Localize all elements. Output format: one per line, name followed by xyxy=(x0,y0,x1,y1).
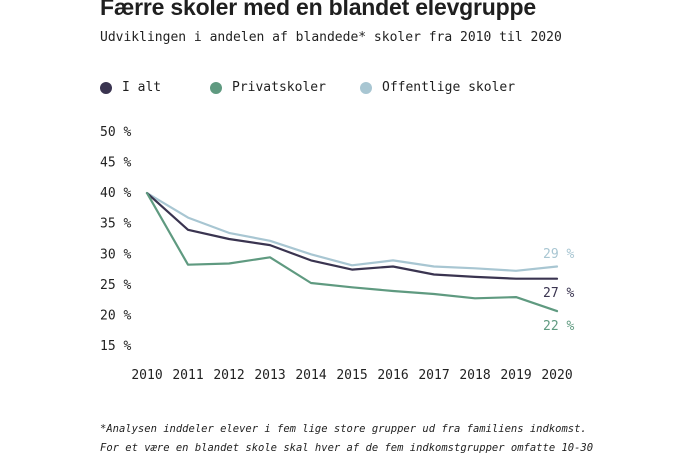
legend-swatch-offentlige-skoler xyxy=(360,81,372,94)
end-label-offentlige-skoler: 29 % xyxy=(543,247,574,262)
chart-subtitle: Udviklingen i andelen af blandede* skole… xyxy=(100,30,562,45)
footnote: *Analysen inddeler elever i fem lige sto… xyxy=(100,420,600,458)
legend-label-offentlige-skoler: Offentlige skoler xyxy=(382,80,516,95)
footnote-line-1: *Analysen inddeler elever i fem lige sto… xyxy=(100,423,587,435)
legend-item-offentlige-skoler: Offentlige skoler xyxy=(360,80,515,95)
series-lines xyxy=(145,192,559,313)
end-label-privatskoler: 22 % xyxy=(543,319,574,334)
y-axis: 50 % 45 % 40 % 35 % 30 % 25 % 20 % 15 % xyxy=(100,125,131,354)
legend-swatch-privatskoler xyxy=(210,81,222,94)
series-line-offentlige-skoler xyxy=(145,192,559,272)
footnote-line-2: For et være en blandet skole skal hver a… xyxy=(100,442,594,454)
y-tick-label: 30 % xyxy=(100,247,131,262)
legend-label-i-alt: I alt xyxy=(122,80,162,95)
x-tick-label: 2012 xyxy=(213,368,244,383)
y-tick-label: 15 % xyxy=(100,339,131,354)
series-line-i-alt xyxy=(145,192,559,280)
x-tick-label: 2015 xyxy=(336,368,367,383)
end-labels: 27 % 22 % 29 % xyxy=(543,247,574,334)
x-tick-label: 2016 xyxy=(377,368,408,383)
legend-swatch-i-alt xyxy=(100,81,112,94)
chart-title: Færre skoler med en blandet elevgruppe xyxy=(100,0,536,20)
y-tick-label: 50 % xyxy=(100,125,131,140)
y-tick-label: 45 % xyxy=(100,156,131,171)
y-tick-label: 20 % xyxy=(100,308,131,323)
legend-item-i-alt: I alt xyxy=(100,80,161,95)
end-label-i-alt: 27 % xyxy=(543,286,574,301)
x-tick-label: 2018 xyxy=(459,368,490,383)
y-tick-label: 40 % xyxy=(100,186,131,201)
legend-item-privatskoler: Privatskoler xyxy=(210,80,326,95)
x-tick-label: 2019 xyxy=(500,368,531,383)
y-tick-label: 35 % xyxy=(100,217,131,232)
x-tick-label: 2010 xyxy=(131,368,162,383)
y-tick-label: 25 % xyxy=(100,278,131,293)
x-tick-label: 2014 xyxy=(295,368,326,383)
x-axis: 2010 2011 2012 2013 2014 2015 2016 2017 2018 2019… xyxy=(131,368,572,383)
x-tick-label: 2017 xyxy=(418,368,449,383)
legend-label-privatskoler: Privatskoler xyxy=(232,80,326,95)
x-tick-label: 2020 xyxy=(541,368,572,383)
x-tick-label: 2011 xyxy=(172,368,203,383)
series-line-privatskoler xyxy=(145,192,559,313)
x-tick-label: 2013 xyxy=(254,368,285,383)
